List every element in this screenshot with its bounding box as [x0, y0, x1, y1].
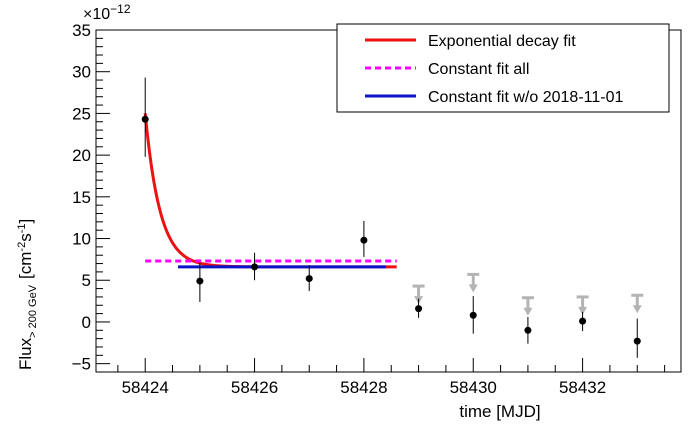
point-marker	[415, 305, 423, 313]
point-marker	[524, 326, 532, 334]
y-label-units: [cm	[16, 252, 35, 279]
data-point	[415, 298, 423, 318]
upper-limit-arrowhead	[468, 284, 478, 293]
legend-label-const-wo: Constant fit w/o 2018-11-01	[428, 89, 623, 106]
upper-limit-arrowhead	[578, 306, 588, 315]
legend: Exponential decay fit Constant fit all C…	[336, 23, 670, 113]
y-label-exp2: -1	[16, 224, 28, 234]
y-tick-label: 15	[72, 188, 91, 207]
data-point	[251, 252, 259, 281]
y-tick-label: 20	[72, 146, 91, 165]
legend-label-exp: Exponential decay fit	[428, 33, 576, 50]
data-point	[524, 316, 532, 344]
point-marker	[305, 275, 313, 283]
data-point	[469, 296, 477, 334]
x-axis-label: time [MJD]	[459, 402, 540, 421]
upper-limit-marker	[467, 272, 480, 293]
data-point	[360, 221, 368, 257]
fit-line-exp	[143, 113, 397, 269]
y-multiplier-exp: −12	[110, 2, 131, 16]
svg-text:Flux> 200 GeV[cm-2s-1]: Flux> 200 GeV [cm-2s-1]	[16, 219, 39, 370]
y-label-exp1: -2	[16, 242, 28, 252]
upper-limit-arrowhead	[632, 305, 642, 314]
data-point	[633, 318, 641, 358]
data-point	[305, 265, 313, 292]
y-tick-label: 5	[82, 271, 91, 290]
point-marker	[579, 317, 587, 325]
y-tick-label: −5	[72, 355, 91, 374]
upper-limit-marker	[521, 296, 534, 316]
svg-text:×10−12: ×10−12	[83, 2, 131, 23]
data-point	[141, 77, 149, 157]
y-tick-label: 0	[82, 313, 91, 332]
upper-limit-marker	[631, 293, 644, 314]
axis-ticks-layer: −5 0 5 10 15 20 25 30 35 58424 58426 58428 58430 5843…	[72, 21, 666, 397]
y-tick-label: 35	[72, 21, 91, 40]
x-tick-label: 58428	[340, 378, 387, 397]
y-label-close: ]	[16, 219, 35, 224]
y-multiplier: ×10−12	[83, 2, 131, 23]
y-label-mid: s	[16, 233, 35, 242]
x-tick-label: 58432	[559, 378, 606, 397]
y-tick-label: 25	[72, 104, 91, 123]
upper-limit-marker	[576, 295, 589, 315]
data-points-layer	[141, 77, 641, 358]
fit-lines-layer	[143, 113, 397, 269]
point-marker	[141, 115, 149, 123]
point-marker	[251, 263, 259, 271]
data-point	[579, 311, 587, 332]
upper-limits-layer	[412, 272, 644, 316]
point-marker	[633, 337, 641, 345]
y-multiplier-base: ×10	[83, 6, 110, 23]
point-marker	[196, 277, 204, 285]
y-tick-label: 10	[72, 230, 91, 249]
y-label-sub: > 200 GeV	[27, 284, 39, 338]
data-point	[196, 262, 204, 302]
point-marker	[469, 311, 477, 319]
point-marker	[360, 236, 368, 244]
x-tick-label: 58430	[450, 378, 497, 397]
upper-limit-arrowhead	[523, 307, 533, 316]
y-axis-label: Flux> 200 GeV [cm-2s-1]	[16, 219, 39, 370]
x-tick-label: 58424	[122, 378, 169, 397]
y-tick-label: 30	[72, 63, 91, 82]
legend-label-const-all: Constant fit all	[428, 61, 529, 78]
x-tick-label: 58426	[231, 378, 278, 397]
y-label-main: Flux	[16, 337, 35, 370]
